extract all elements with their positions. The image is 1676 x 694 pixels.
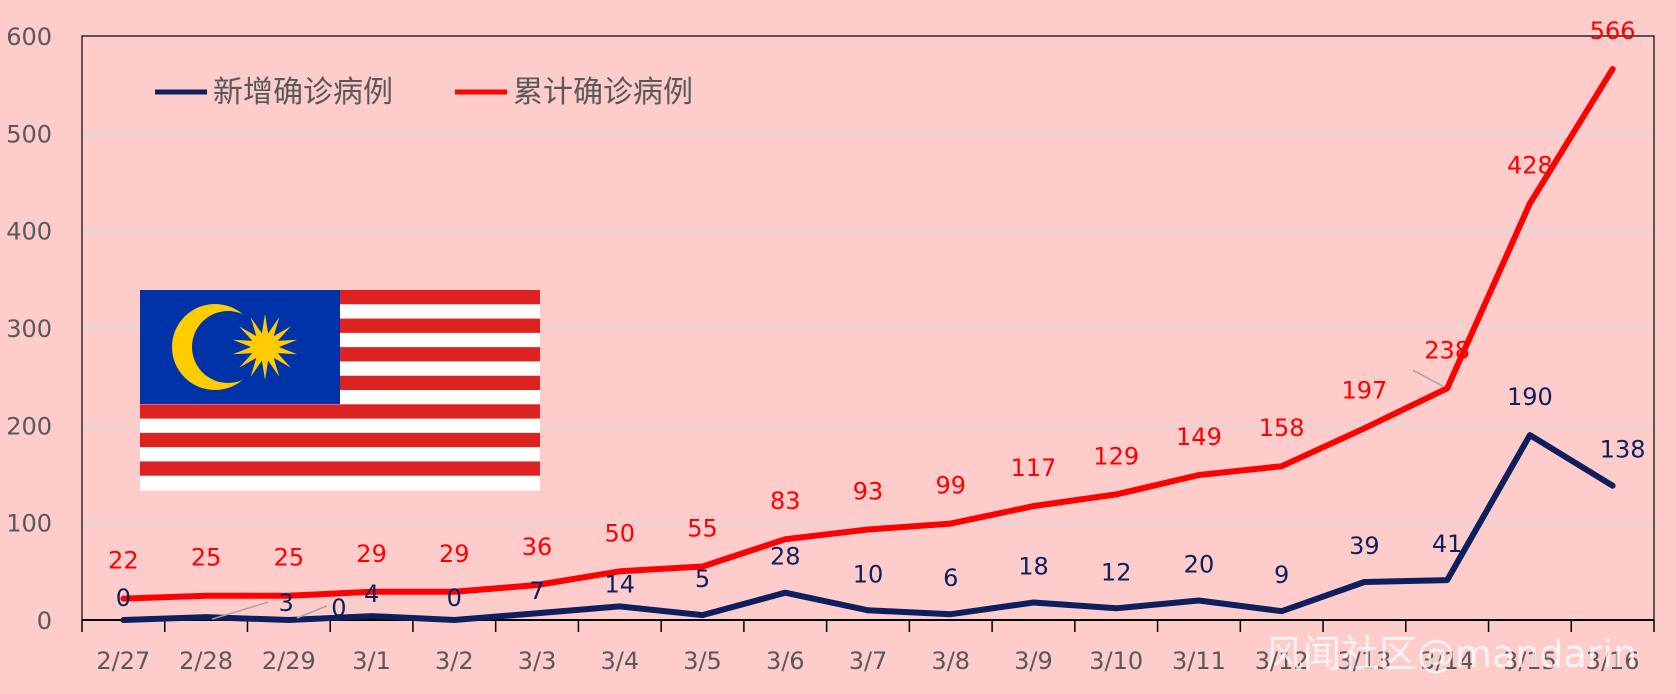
flag-stripe [140, 432, 540, 448]
data-label-new: 3 [278, 589, 293, 617]
x-tick-label: 2/29 [262, 647, 316, 675]
data-label-total: 149 [1176, 423, 1222, 451]
data-label-total: 117 [1011, 454, 1057, 482]
y-tick-label: 500 [6, 120, 52, 148]
data-label-new: 138 [1600, 436, 1646, 464]
data-label-new: 39 [1349, 532, 1380, 560]
x-tick-label: 3/16 [1586, 647, 1640, 675]
data-label-total: 83 [770, 487, 801, 515]
data-label-total: 36 [522, 533, 553, 561]
data-label-total: 25 [274, 544, 305, 572]
malaysia-flag-icon [140, 290, 540, 491]
x-tick-label: 3/6 [766, 647, 805, 675]
y-axis: 0 100 200 300 400 500 600 [6, 23, 52, 635]
series-lines [120, 66, 1616, 623]
data-label-total: 25 [191, 544, 222, 572]
data-label-new: 18 [1018, 552, 1049, 580]
data-label-new: 41 [1432, 530, 1463, 558]
data-label-new: 4 [364, 580, 379, 608]
leader-line [296, 605, 328, 619]
data-label-new: 0 [331, 594, 346, 622]
y-tick-label: 300 [6, 315, 52, 343]
data-label-total: 428 [1507, 151, 1553, 179]
series-line [120, 66, 1616, 602]
x-tick-label: 3/13 [1337, 647, 1391, 675]
x-tick-label: 3/1 [352, 647, 391, 675]
y-tick-label: 600 [6, 23, 52, 51]
data-label-total: 93 [853, 477, 884, 505]
leader-line [1412, 369, 1444, 388]
x-tick-label: 3/14 [1420, 647, 1474, 675]
data-label-new: 190 [1507, 383, 1553, 411]
data-label-new: 9 [1274, 561, 1289, 589]
x-axis: 2/27 2/28 2/29 3/1 3/2 3/3 3/4 3/5 3/6 3/7 3/8 3/9 3… [81, 619, 1655, 675]
x-tick-label: 3/7 [849, 647, 888, 675]
y-tick-label: 100 [6, 510, 52, 538]
legend-label-new: 新增确诊病例 [213, 75, 393, 110]
flag-stripe [140, 447, 540, 462]
data-label-new: 20 [1184, 551, 1215, 579]
data-label-new: 5 [695, 565, 710, 593]
x-tick-label: 3/2 [435, 647, 474, 675]
data-label-total: 566 [1590, 17, 1636, 45]
flag-stripe [140, 418, 540, 434]
watermark: 风闻社区@mandarin [1265, 632, 1637, 676]
y-tick-label: 0 [37, 607, 52, 635]
x-tick-label: 3/11 [1172, 647, 1226, 675]
flag-stripe [140, 404, 540, 420]
x-tick-label: 3/4 [600, 647, 639, 675]
legend: 新增确诊病例 累计确诊病例 [155, 75, 693, 110]
data-label-total: 129 [1093, 442, 1139, 470]
data-label-total: 22 [108, 547, 139, 575]
x-tick-label: 2/28 [179, 647, 233, 675]
x-tick-label: 3/10 [1089, 647, 1143, 675]
data-label-total: 158 [1259, 414, 1305, 442]
data-label-total: 50 [605, 519, 636, 547]
data-label-total: 29 [439, 540, 470, 568]
data-label-new: 0 [116, 584, 131, 612]
flag-stripe [140, 475, 540, 491]
series-line [120, 432, 1616, 623]
leader-line [211, 601, 269, 620]
data-label-total: 99 [935, 472, 966, 500]
x-tick-label: 3/15 [1503, 647, 1557, 675]
data-label-new: 28 [770, 543, 801, 571]
legend-label-total: 累计确诊病例 [513, 75, 693, 110]
x-tick-label: 3/3 [518, 647, 557, 675]
data-label-new: 12 [1101, 558, 1132, 586]
data-label-new: 0 [447, 584, 462, 612]
data-label-total: 29 [356, 540, 387, 568]
y-tick-label: 400 [6, 218, 52, 246]
flag-stripe [140, 461, 540, 477]
x-tick-label: 3/8 [931, 647, 970, 675]
y-tick-label: 200 [6, 412, 52, 440]
flag-crescent-inner [192, 311, 264, 383]
data-label-new: 7 [529, 577, 544, 605]
data-label-new: 14 [605, 570, 636, 598]
data-label-new: 6 [943, 564, 958, 592]
data-label-total: 238 [1424, 336, 1470, 364]
x-tick-label: 3/12 [1255, 647, 1309, 675]
x-tick-label: 3/5 [683, 647, 722, 675]
x-tick-label: 2/27 [96, 647, 150, 675]
data-label-new: 10 [853, 560, 884, 588]
x-tick-label: 3/9 [1014, 647, 1053, 675]
flag-star [232, 314, 298, 380]
data-label-total: 197 [1342, 376, 1388, 404]
data-label-total: 55 [687, 514, 718, 542]
